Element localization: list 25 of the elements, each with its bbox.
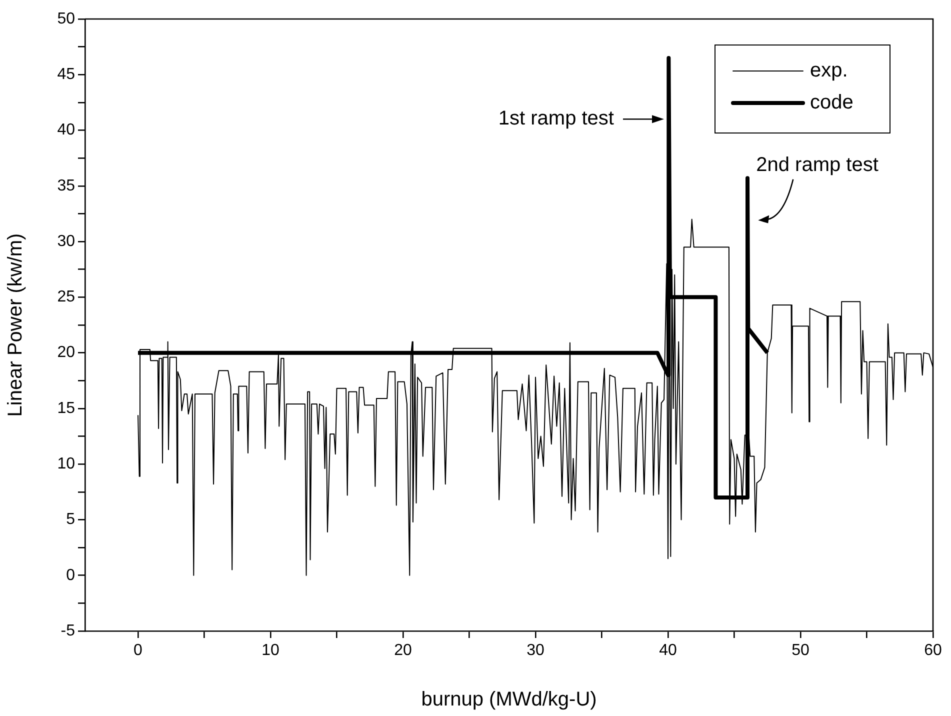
y-tick-label: 20 — [57, 344, 76, 362]
y-tick-label: 5 — [66, 511, 76, 528]
annotation: 1st ramp test — [498, 108, 614, 130]
x-tick-label: 40 — [659, 642, 677, 660]
y-tick-label: 50 — [57, 10, 76, 28]
legend-label: exp. — [810, 60, 848, 82]
y-tick-label: -5 — [60, 622, 76, 640]
x-tick-label: 0 — [134, 642, 143, 660]
y-tick-label: 40 — [57, 122, 76, 139]
annotation: 2nd ramp test — [756, 154, 879, 176]
x-tick-label: 60 — [924, 642, 942, 660]
y-tick-label: 25 — [57, 288, 76, 306]
y-tick-label: 45 — [57, 66, 76, 84]
x-tick-label: 50 — [792, 642, 810, 660]
x-tick-label: 30 — [526, 642, 544, 660]
legend-label: code — [810, 92, 854, 114]
y-tick-label: 10 — [57, 455, 76, 472]
y-tick-label: 30 — [57, 232, 76, 250]
x-axis-title: burnup (MWd/kg-U) — [421, 688, 597, 711]
y-axis-title: Linear Power (kw/m) — [4, 233, 27, 417]
y-tick-label: 15 — [57, 400, 76, 417]
y-tick-label: 0 — [66, 566, 76, 584]
y-tick-label: 35 — [57, 177, 76, 194]
x-tick-label: 10 — [262, 642, 280, 660]
x-tick-label: 20 — [394, 642, 412, 660]
